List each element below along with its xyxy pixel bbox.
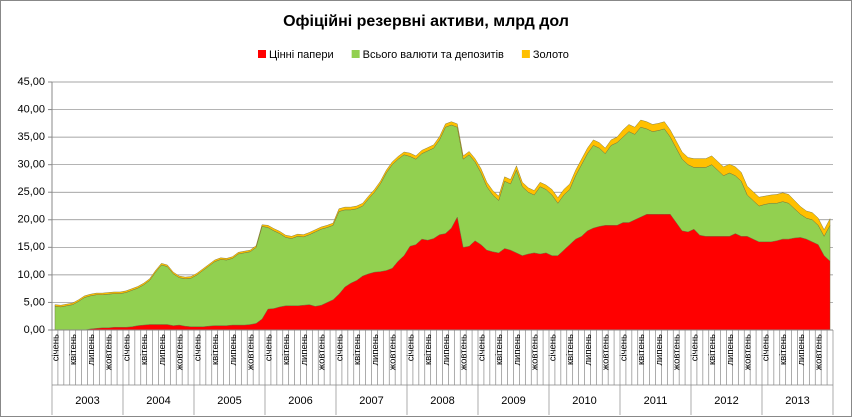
x-tick-label: квітень: [707, 334, 718, 365]
x-tick-label: липень: [725, 334, 736, 366]
year-label: 2006: [288, 395, 312, 407]
x-tick-label: жовтень: [601, 334, 612, 370]
legend-swatch: [351, 50, 360, 58]
x-tick-label: квітень: [494, 334, 505, 365]
x-tick-label: липень: [299, 334, 310, 366]
x-tick-label: квітень: [210, 334, 221, 365]
year-label: 2008: [430, 395, 454, 407]
y-tick-label: 25,00: [17, 186, 45, 198]
y-tick-label: 10,00: [17, 269, 45, 281]
year-label: 2005: [217, 395, 241, 407]
year-label: 2003: [75, 395, 99, 407]
x-tick-label: липень: [654, 334, 665, 366]
year-label: 2013: [785, 395, 809, 407]
y-tick-label: 35,00: [17, 131, 45, 143]
x-tick-label: квітень: [778, 334, 789, 365]
legend-label: Золото: [533, 49, 569, 61]
x-tick-label: жовтень: [814, 334, 825, 370]
legend-label: Цінні папери: [269, 49, 334, 61]
year-label: 2004: [146, 395, 170, 407]
x-tick-label: квітень: [565, 334, 576, 365]
x-tick-label: липень: [512, 334, 523, 366]
x-tick-label: січень: [192, 334, 203, 361]
year-label: 2011: [644, 395, 668, 407]
year-label: 2007: [359, 395, 383, 407]
x-tick-label: липень: [86, 334, 97, 366]
x-tick-label: квітень: [423, 334, 434, 365]
x-tick-label: жовтень: [530, 334, 541, 370]
x-tick-label: квітень: [352, 334, 363, 365]
x-tick-label: січень: [618, 334, 629, 361]
x-tick-label: січень: [476, 334, 487, 361]
x-tick-label: жовтень: [672, 334, 683, 370]
year-label: 2010: [572, 395, 596, 407]
legend-label: Всього валюти та депозитів: [363, 49, 504, 61]
x-tick-label: липень: [441, 334, 452, 366]
x-tick-label: січень: [121, 334, 132, 361]
x-tick-label: січень: [689, 334, 700, 361]
x-tick-label: квітень: [636, 334, 647, 365]
x-tick-label: квітень: [139, 334, 150, 365]
x-tick-label: січень: [263, 334, 274, 361]
year-label: 2012: [714, 395, 738, 407]
x-tick-label: січень: [547, 334, 558, 361]
x-tick-label: жовтень: [104, 334, 115, 370]
year-label: 2009: [501, 395, 525, 407]
y-tick-label: 20,00: [17, 214, 45, 226]
x-tick-label: січень: [760, 334, 771, 361]
chart-title: Офіційні резервні активи, млрд дол: [283, 13, 569, 30]
x-tick-label: жовтень: [743, 334, 754, 370]
x-tick-label: липень: [796, 334, 807, 366]
x-tick-label: липень: [157, 334, 168, 366]
x-tick-label: квітень: [68, 334, 79, 365]
x-tick-label: жовтень: [459, 334, 470, 370]
x-tick-label: липень: [583, 334, 594, 366]
x-tick-label: січень: [334, 334, 345, 361]
x-tick-label: жовтень: [175, 334, 186, 370]
x-tick-label: жовтень: [317, 334, 328, 370]
x-tick-label: липень: [370, 334, 381, 366]
area: [54, 119, 831, 308]
legend-swatch: [258, 50, 266, 58]
y-tick-label: 0,00: [24, 324, 45, 336]
legend-swatch: [521, 50, 530, 58]
y-tick-label: 30,00: [17, 159, 45, 171]
x-tick-label: січень: [50, 334, 61, 361]
y-tick-label: 45,00: [17, 76, 45, 88]
x-tick-label: квітень: [281, 334, 292, 365]
y-tick-label: 40,00: [17, 103, 45, 115]
x-tick-label: жовтень: [388, 334, 399, 370]
y-tick-label: 15,00: [17, 241, 45, 253]
x-tick-label: жовтень: [246, 334, 257, 370]
x-tick-label: січень: [405, 334, 416, 361]
y-tick-label: 5,00: [24, 296, 45, 308]
x-tick-label: липень: [228, 334, 239, 366]
